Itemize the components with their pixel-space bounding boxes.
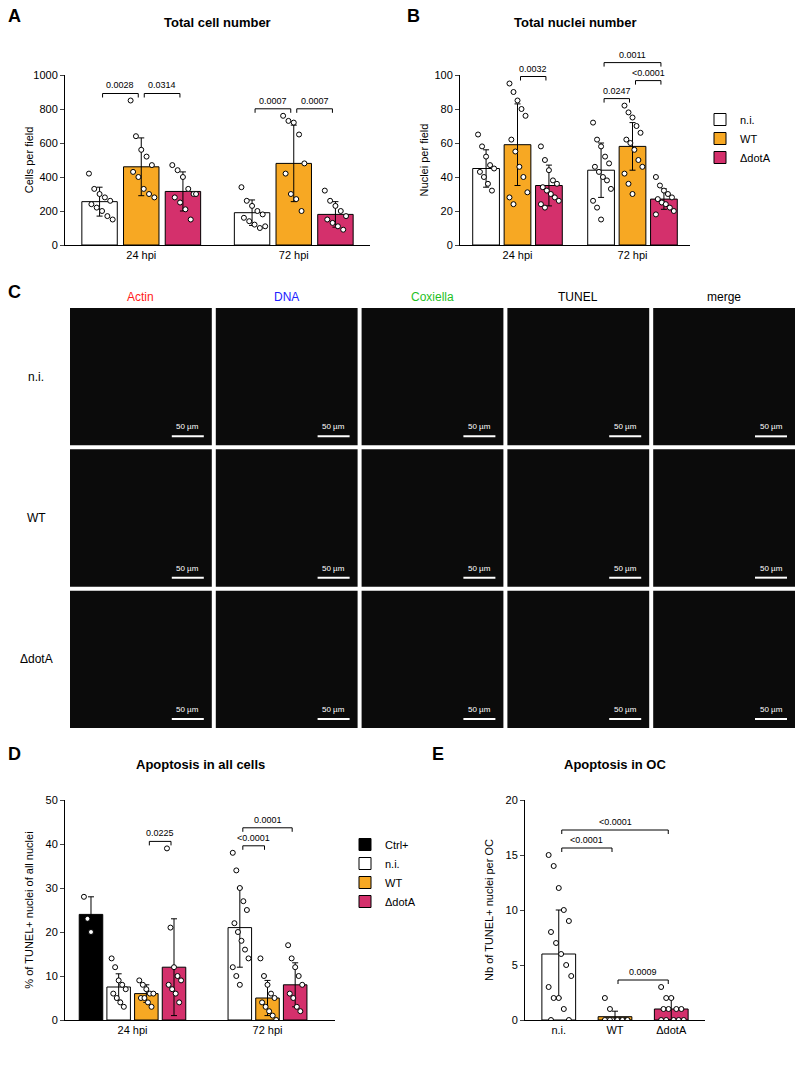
svg-text:A: A: [8, 6, 21, 26]
svg-text:DNA: DNA: [274, 290, 299, 304]
svg-text:0: 0: [52, 239, 58, 251]
svg-text:50 µm: 50 µm: [468, 564, 491, 573]
svg-text:merge: merge: [707, 290, 741, 304]
svg-text:50 µm: 50 µm: [322, 705, 345, 714]
svg-text:WT: WT: [740, 133, 757, 145]
svg-text:1000: 1000: [33, 69, 57, 81]
svg-text:24 hpi: 24 hpi: [503, 249, 533, 261]
svg-text:0.0007: 0.0007: [301, 96, 329, 106]
svg-text:24 hpi: 24 hpi: [126, 249, 156, 261]
svg-text:ΔdotA: ΔdotA: [385, 896, 416, 908]
svg-text:50 µm: 50 µm: [760, 705, 783, 714]
svg-text:0.0247: 0.0247: [603, 86, 631, 96]
svg-text:50 µm: 50 µm: [614, 705, 637, 714]
svg-text:Coxiella: Coxiella: [411, 290, 454, 304]
svg-text:40: 40: [441, 171, 453, 183]
svg-text:<0.0001: <0.0001: [237, 833, 270, 843]
svg-text:50 µm: 50 µm: [760, 564, 783, 573]
svg-text:<0.0001: <0.0001: [570, 835, 603, 845]
svg-text:15: 15: [506, 849, 518, 861]
svg-text:20: 20: [441, 205, 453, 217]
svg-text:0: 0: [52, 1014, 58, 1026]
svg-text:n.i.: n.i.: [551, 1024, 566, 1036]
svg-text:Ctrl+: Ctrl+: [385, 839, 409, 851]
svg-text:ΔdotA: ΔdotA: [656, 1024, 687, 1036]
svg-text:50 µm: 50 µm: [176, 422, 199, 431]
svg-text:50 µm: 50 µm: [468, 422, 491, 431]
svg-text:<0.0001: <0.0001: [632, 68, 665, 78]
svg-text:0.0011: 0.0011: [619, 50, 646, 60]
svg-text:600: 600: [39, 137, 57, 149]
svg-text:80: 80: [441, 103, 453, 115]
svg-text:800: 800: [39, 103, 57, 115]
svg-text:Total nuclei number: Total nuclei number: [514, 15, 637, 30]
svg-text:0.0032: 0.0032: [519, 64, 547, 74]
svg-text:50 µm: 50 µm: [176, 705, 199, 714]
svg-text:WT: WT: [385, 877, 402, 889]
svg-text:Nuclei per field: Nuclei per field: [418, 124, 430, 197]
svg-text:WT: WT: [27, 511, 46, 525]
svg-text:ΔdotA: ΔdotA: [740, 152, 771, 164]
svg-text:400: 400: [39, 171, 57, 183]
svg-text:72 hpi: 72 hpi: [618, 249, 648, 261]
svg-text:40: 40: [46, 838, 58, 850]
svg-text:72 hpi: 72 hpi: [279, 249, 309, 261]
svg-text:% of TUNEL+ nuclei of all nucl: % of TUNEL+ nuclei of all nuclei: [23, 831, 35, 988]
svg-text:0.0001: 0.0001: [254, 815, 282, 825]
svg-text:20: 20: [506, 794, 518, 806]
svg-text:n.i.: n.i.: [740, 114, 755, 126]
svg-text:50 µm: 50 µm: [468, 705, 491, 714]
svg-text:50 µm: 50 µm: [322, 422, 345, 431]
svg-text:20: 20: [46, 926, 58, 938]
svg-text:Apoptosis in OC: Apoptosis in OC: [564, 757, 666, 772]
svg-text:0.0009: 0.0009: [629, 967, 657, 977]
svg-text:72 hpi: 72 hpi: [253, 1024, 283, 1036]
svg-text:ΔdotA: ΔdotA: [20, 652, 53, 666]
svg-text:0: 0: [447, 239, 453, 251]
svg-text:30: 30: [46, 882, 58, 894]
svg-text:WT: WT: [606, 1024, 623, 1036]
svg-text:5: 5: [512, 959, 518, 971]
svg-text:100: 100: [434, 69, 452, 81]
svg-text:C: C: [8, 282, 21, 302]
svg-text:50 µm: 50 µm: [614, 422, 637, 431]
svg-text:200: 200: [39, 205, 57, 217]
svg-text:Nb of TUNEL+ nuclei per OC: Nb of TUNEL+ nuclei per OC: [483, 839, 495, 981]
svg-text:Apoptosis in all cells: Apoptosis in all cells: [136, 757, 265, 772]
svg-text:B: B: [407, 6, 420, 26]
svg-text:D: D: [8, 744, 21, 764]
svg-text:24 hpi: 24 hpi: [118, 1024, 148, 1036]
svg-text:Actin: Actin: [127, 290, 154, 304]
svg-text:0.0314: 0.0314: [148, 80, 176, 90]
svg-text:50 µm: 50 µm: [322, 564, 345, 573]
svg-text:0: 0: [512, 1014, 518, 1026]
svg-text:50 µm: 50 µm: [760, 422, 783, 431]
svg-text:50 µm: 50 µm: [176, 564, 199, 573]
svg-text:Total cell number: Total cell number: [164, 15, 271, 30]
svg-text:0.0028: 0.0028: [106, 80, 134, 90]
svg-text:n.i.: n.i.: [385, 858, 400, 870]
svg-text:<0.0001: <0.0001: [599, 817, 632, 827]
svg-text:50: 50: [46, 794, 58, 806]
svg-text:0.0007: 0.0007: [259, 96, 287, 106]
svg-text:10: 10: [46, 970, 58, 982]
svg-text:60: 60: [441, 137, 453, 149]
svg-text:50 µm: 50 µm: [614, 564, 637, 573]
svg-text:E: E: [432, 744, 444, 764]
svg-text:0.0225: 0.0225: [146, 828, 174, 838]
svg-text:Cells per field: Cells per field: [23, 127, 35, 194]
svg-text:TUNEL: TUNEL: [558, 290, 598, 304]
svg-text:10: 10: [506, 904, 518, 916]
svg-text:n.i.: n.i.: [28, 370, 44, 384]
